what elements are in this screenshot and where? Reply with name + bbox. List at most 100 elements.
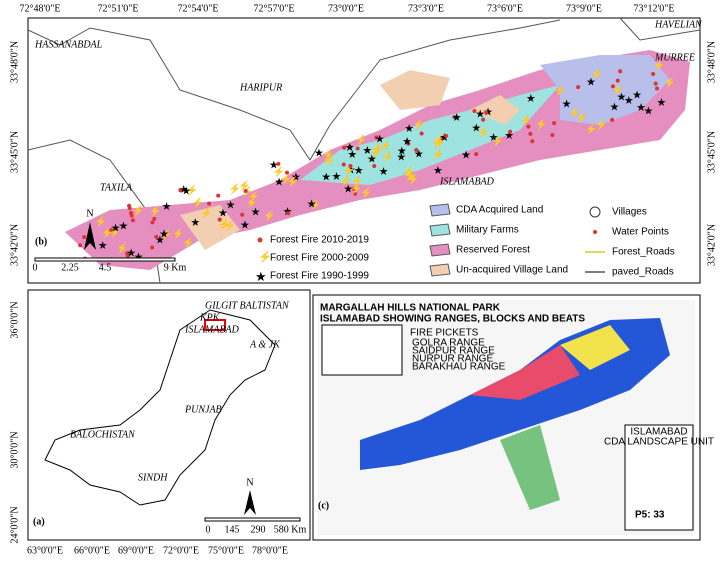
label: Water Points [612,227,669,238]
fire-star: ★ [347,149,357,161]
fire-dot [615,78,620,83]
fire-star: ★ [226,199,236,211]
fire-bolt: ⚡ [554,84,566,97]
fire-bolt: ⚡ [355,133,367,146]
fire-bolt: ⚡ [595,118,607,131]
fire-star: ★ [402,136,412,148]
label: 33°48'0"N [9,41,20,83]
label: ISLAMABAD [630,427,687,438]
fire-star: ★ [475,109,485,121]
fire-star: ★ [118,221,128,233]
fire-dot [78,243,83,248]
fire-dot [217,217,222,222]
label: 73°9'0"E [566,3,602,14]
fire-star: ★ [159,229,169,241]
fire-dot [610,117,615,122]
fire-star: ★ [251,207,261,219]
fire-star: ★ [643,106,653,118]
fire-dot [406,141,411,146]
label: Forest Fire 2010-2019 [270,235,369,246]
fire-star: ★ [433,165,443,177]
fire-star: ★ [396,151,406,163]
fire-dot [243,188,248,193]
fire-dot [414,148,419,153]
fire-dot [530,139,535,144]
fire-star: ★ [404,123,414,135]
fire-dot [653,81,658,86]
fire-bolt: ⚡ [246,196,258,209]
fire-bolt: ⚡ [200,206,212,219]
label: 36°0'0"N [9,301,20,338]
cda-land [540,55,670,125]
fire-bolt: ⚡ [653,59,665,72]
label: (b) [35,236,47,247]
fire-bolt: ⚡ [519,113,531,126]
fire-bolt: ⚡ [492,135,504,148]
fire-dot [353,191,358,196]
label: ISLAMABAD SHOWING RANGES, BLOCKS AND BEA… [320,314,585,325]
fire-star: ★ [274,177,284,189]
fire-dot [439,136,444,141]
label: 290 [251,524,266,535]
label: 72°51'0"E [98,3,139,14]
fire-dot [150,220,155,225]
label: (a) [33,516,45,527]
label: 73°12'0"E [634,3,675,14]
label: 73°3'0"E [408,3,444,14]
label: N [246,477,253,488]
fire-bolt: ⚡ [407,173,419,186]
fire-bolt: ⚡ [287,175,299,188]
fire-bolt: ⚡ [248,190,260,203]
fire-star: ★ [414,149,424,161]
label: PUNJAB [184,404,222,415]
label: Forest Fire 1990-1999 [270,271,369,282]
fire-star: ★ [345,142,355,154]
fire-star: ★ [346,165,356,177]
fire-star: ★ [155,234,165,246]
label: BARAKHAU RANGE [412,362,506,373]
label: 33°48'0"N [706,41,717,83]
fire-dot [550,132,555,137]
fire-dot [651,71,656,76]
fire-bolt: ⚡ [323,154,335,167]
fire-star: ★ [134,251,144,263]
label: 72°48'0"E [20,3,61,14]
fire-star: ★ [314,147,324,159]
label: Un-acquired Village Land [456,265,568,276]
label: 9 Km [164,262,187,273]
label: Forest_Roads [612,247,675,258]
legend-swatch [429,243,451,257]
legend-star: ★ [255,269,267,284]
label: SINDH [138,472,168,483]
label: 72°54'0"E [178,3,219,14]
label: MARGALLAH HILLS NATIONAL PARK [320,303,501,314]
fire-dot [286,211,291,216]
fire-bolt: ⚡ [132,204,144,217]
label: KPK [199,312,221,323]
fire-points: ⚡★⚡★⚡★⚡★⚡★⚡★⚡★⚡★⚡★⚡★⚡★⚡★⚡★⚡★⚡★⚡★⚡★⚡★⚡★⚡★… [78,59,676,263]
label: 0 [33,262,38,273]
label: N [86,208,93,219]
label: Military Farms [456,225,519,236]
fire-star: ★ [98,240,108,252]
fire-star: ★ [181,185,191,197]
fire-bolt: ⚡ [576,111,588,124]
north-arrow [244,490,256,515]
label: 145 [225,524,240,535]
fire-bolt: ⚡ [280,173,292,186]
fire-bolt: ⚡ [350,182,362,195]
fire-star: ★ [397,145,407,157]
fire-bolt: ⚡ [413,118,425,131]
label: 75°0'0"E [208,545,244,556]
fire-bolt: ⚡ [238,179,250,192]
scale-bar [204,517,301,522]
fire-bolt: ⚡ [402,165,414,178]
label: SAIDPUR RANGE [412,346,495,357]
fire-bolt: ⚡ [223,219,235,232]
label: HARIPUR [239,82,282,93]
label: 73°6'0"E [487,3,523,14]
fire-star: ★ [179,184,189,196]
fire-star: ★ [609,102,619,114]
label: ISLAMABAD [184,324,240,335]
